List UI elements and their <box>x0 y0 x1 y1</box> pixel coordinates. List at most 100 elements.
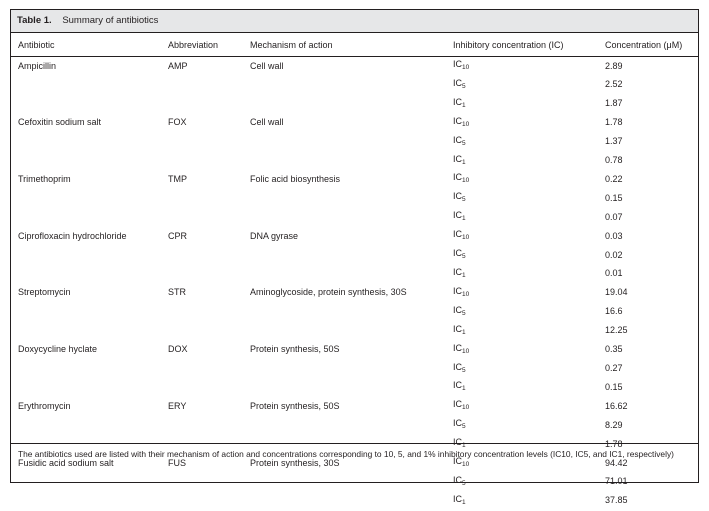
ic-cell: IC1 <box>453 152 605 171</box>
table-row: Doxycycline hyclate DOX Protein synthesis,… <box>11 341 698 360</box>
concentration-cell: 2.52 <box>605 79 623 90</box>
ic-cell: IC10 <box>453 341 605 360</box>
concentration-cell: 0.78 <box>605 155 623 166</box>
table-row: Erythromycin ERY Protein synthesis, 50S IC1… <box>11 397 698 416</box>
table-row: IC5 0.27 <box>11 360 698 379</box>
ic-label: IC <box>453 456 462 467</box>
concentration-cell: 12.25 <box>605 325 628 336</box>
ic-level: 1 <box>462 442 466 450</box>
ic-level: 1 <box>462 328 466 336</box>
abbreviation-cell <box>168 360 250 379</box>
table-body: Ampicillin AMP Cell wall IC10 2.89 IC5 2.52 IC1… <box>11 57 698 511</box>
ic-level: 5 <box>462 366 466 374</box>
antibiotics-table: Antibiotic Abbreviation Mechanism of act… <box>11 33 698 511</box>
ic-cell: IC5 <box>453 246 605 265</box>
antibiotic-cell <box>11 322 168 341</box>
antibiotic-cell <box>11 208 168 227</box>
antibiotic-cell <box>11 152 168 171</box>
antibiotic-cell: Cefoxitin sodium salt <box>18 117 102 128</box>
ic-cell: IC1 <box>453 435 605 454</box>
table-row: IC5 8.29 <box>11 416 698 435</box>
ic-cell: IC5 <box>453 133 605 152</box>
ic-level: 5 <box>462 196 466 204</box>
ic-cell: IC5 <box>453 360 605 379</box>
ic-label: IC <box>453 342 462 353</box>
antibiotic-cell: Doxycycline hyclate <box>18 344 98 355</box>
concentration-cell: 19.04 <box>605 287 628 298</box>
header-inhibitory-concentration: Inhibitory concentration (IC) <box>453 33 605 57</box>
concentration-cell: 16.62 <box>605 400 628 411</box>
table-row: IC1 12.25 <box>11 322 698 341</box>
antibiotic-cell <box>11 303 168 322</box>
concentration-cell: 71.01 <box>605 476 628 487</box>
table-row: Fusidic acid sodium salt FUS Protein synth… <box>11 454 698 473</box>
concentration-cell: 0.27 <box>605 363 623 373</box>
abbreviation-cell <box>168 133 250 152</box>
ic-label: IC <box>453 285 462 296</box>
ic-cell: IC10 <box>453 114 605 133</box>
table-row: IC5 71.01 <box>11 473 698 492</box>
ic-cell: IC10 <box>453 57 605 76</box>
abbreviation-cell <box>168 246 250 265</box>
abbreviation-cell: CPR <box>168 230 188 241</box>
ic-label: IC <box>453 77 462 88</box>
antibiotic-cell: Trimethoprim <box>18 173 71 184</box>
mechanism-cell: Aminoglycoside, protein synthesis, 30S <box>250 287 407 298</box>
ic-label: IC <box>453 153 462 164</box>
ic-cell: IC5 <box>453 473 605 492</box>
ic-cell: IC5 <box>453 189 605 208</box>
ic-level: 1 <box>462 158 466 166</box>
abbreviation-cell <box>168 378 250 397</box>
mechanism-cell <box>250 152 453 171</box>
ic-level: 10 <box>462 347 470 355</box>
ic-label: IC <box>453 248 462 259</box>
ic-label: IC <box>453 399 462 410</box>
abbreviation-cell <box>168 265 250 284</box>
table-row: IC1 0.78 <box>11 152 698 171</box>
ic-cell: IC5 <box>453 416 605 435</box>
ic-label: IC <box>453 323 462 334</box>
antibiotic-cell: Ciprofloxacin hydrochloride <box>18 230 127 241</box>
abbreviation-cell: TMP <box>168 173 187 184</box>
ic-label: IC <box>453 361 462 372</box>
ic-label: IC <box>453 172 462 183</box>
ic-label: IC <box>453 134 462 145</box>
ic-label: IC <box>453 115 462 126</box>
table-row: IC1 0.01 <box>11 265 698 284</box>
ic-level: 1 <box>462 271 466 279</box>
mechanism-cell <box>250 492 453 511</box>
concentration-cell: 1.78 <box>605 117 623 128</box>
ic-level: 1 <box>462 385 466 393</box>
mechanism-cell: Cell wall <box>250 60 284 71</box>
concentration-cell: 1.87 <box>605 98 623 109</box>
abbreviation-cell: STR <box>168 287 186 298</box>
antibiotic-cell: Ampicillin <box>18 60 57 71</box>
table-row: IC5 0.15 <box>11 189 698 208</box>
mechanism-cell <box>250 76 453 95</box>
ic-label: IC <box>453 474 462 485</box>
ic-label: IC <box>453 191 462 202</box>
antibiotic-cell <box>11 95 168 114</box>
ic-label: IC <box>453 96 462 107</box>
abbreviation-cell: ERY <box>168 400 187 411</box>
table-row: Streptomycin STR Aminoglycoside, protein s… <box>11 284 698 303</box>
table-row: IC1 0.07 <box>11 208 698 227</box>
ic-level: 1 <box>462 215 466 223</box>
ic-level: 5 <box>462 253 466 261</box>
ic-label: IC <box>453 229 462 240</box>
ic-label: IC <box>453 304 462 315</box>
ic-cell: IC10 <box>453 170 605 189</box>
concentration-cell: 0.15 <box>605 381 623 392</box>
ic-level: 5 <box>462 139 466 147</box>
header-antibiotic: Antibiotic <box>11 33 168 57</box>
antibiotic-cell: Fusidic acid sodium salt <box>18 457 114 468</box>
ic-level: 10 <box>462 404 470 412</box>
abbreviation-cell: AMP <box>168 60 188 71</box>
ic-cell: IC1 <box>453 322 605 341</box>
table-label: Table 1. <box>17 15 52 26</box>
mechanism-cell: Protein synthesis, 30S <box>250 457 340 468</box>
mechanism-cell <box>250 378 453 397</box>
table-footnote: The antibiotics used are listed with the… <box>11 443 698 482</box>
ic-level: 1 <box>462 498 466 506</box>
antibiotic-cell: Erythromycin <box>18 400 71 411</box>
